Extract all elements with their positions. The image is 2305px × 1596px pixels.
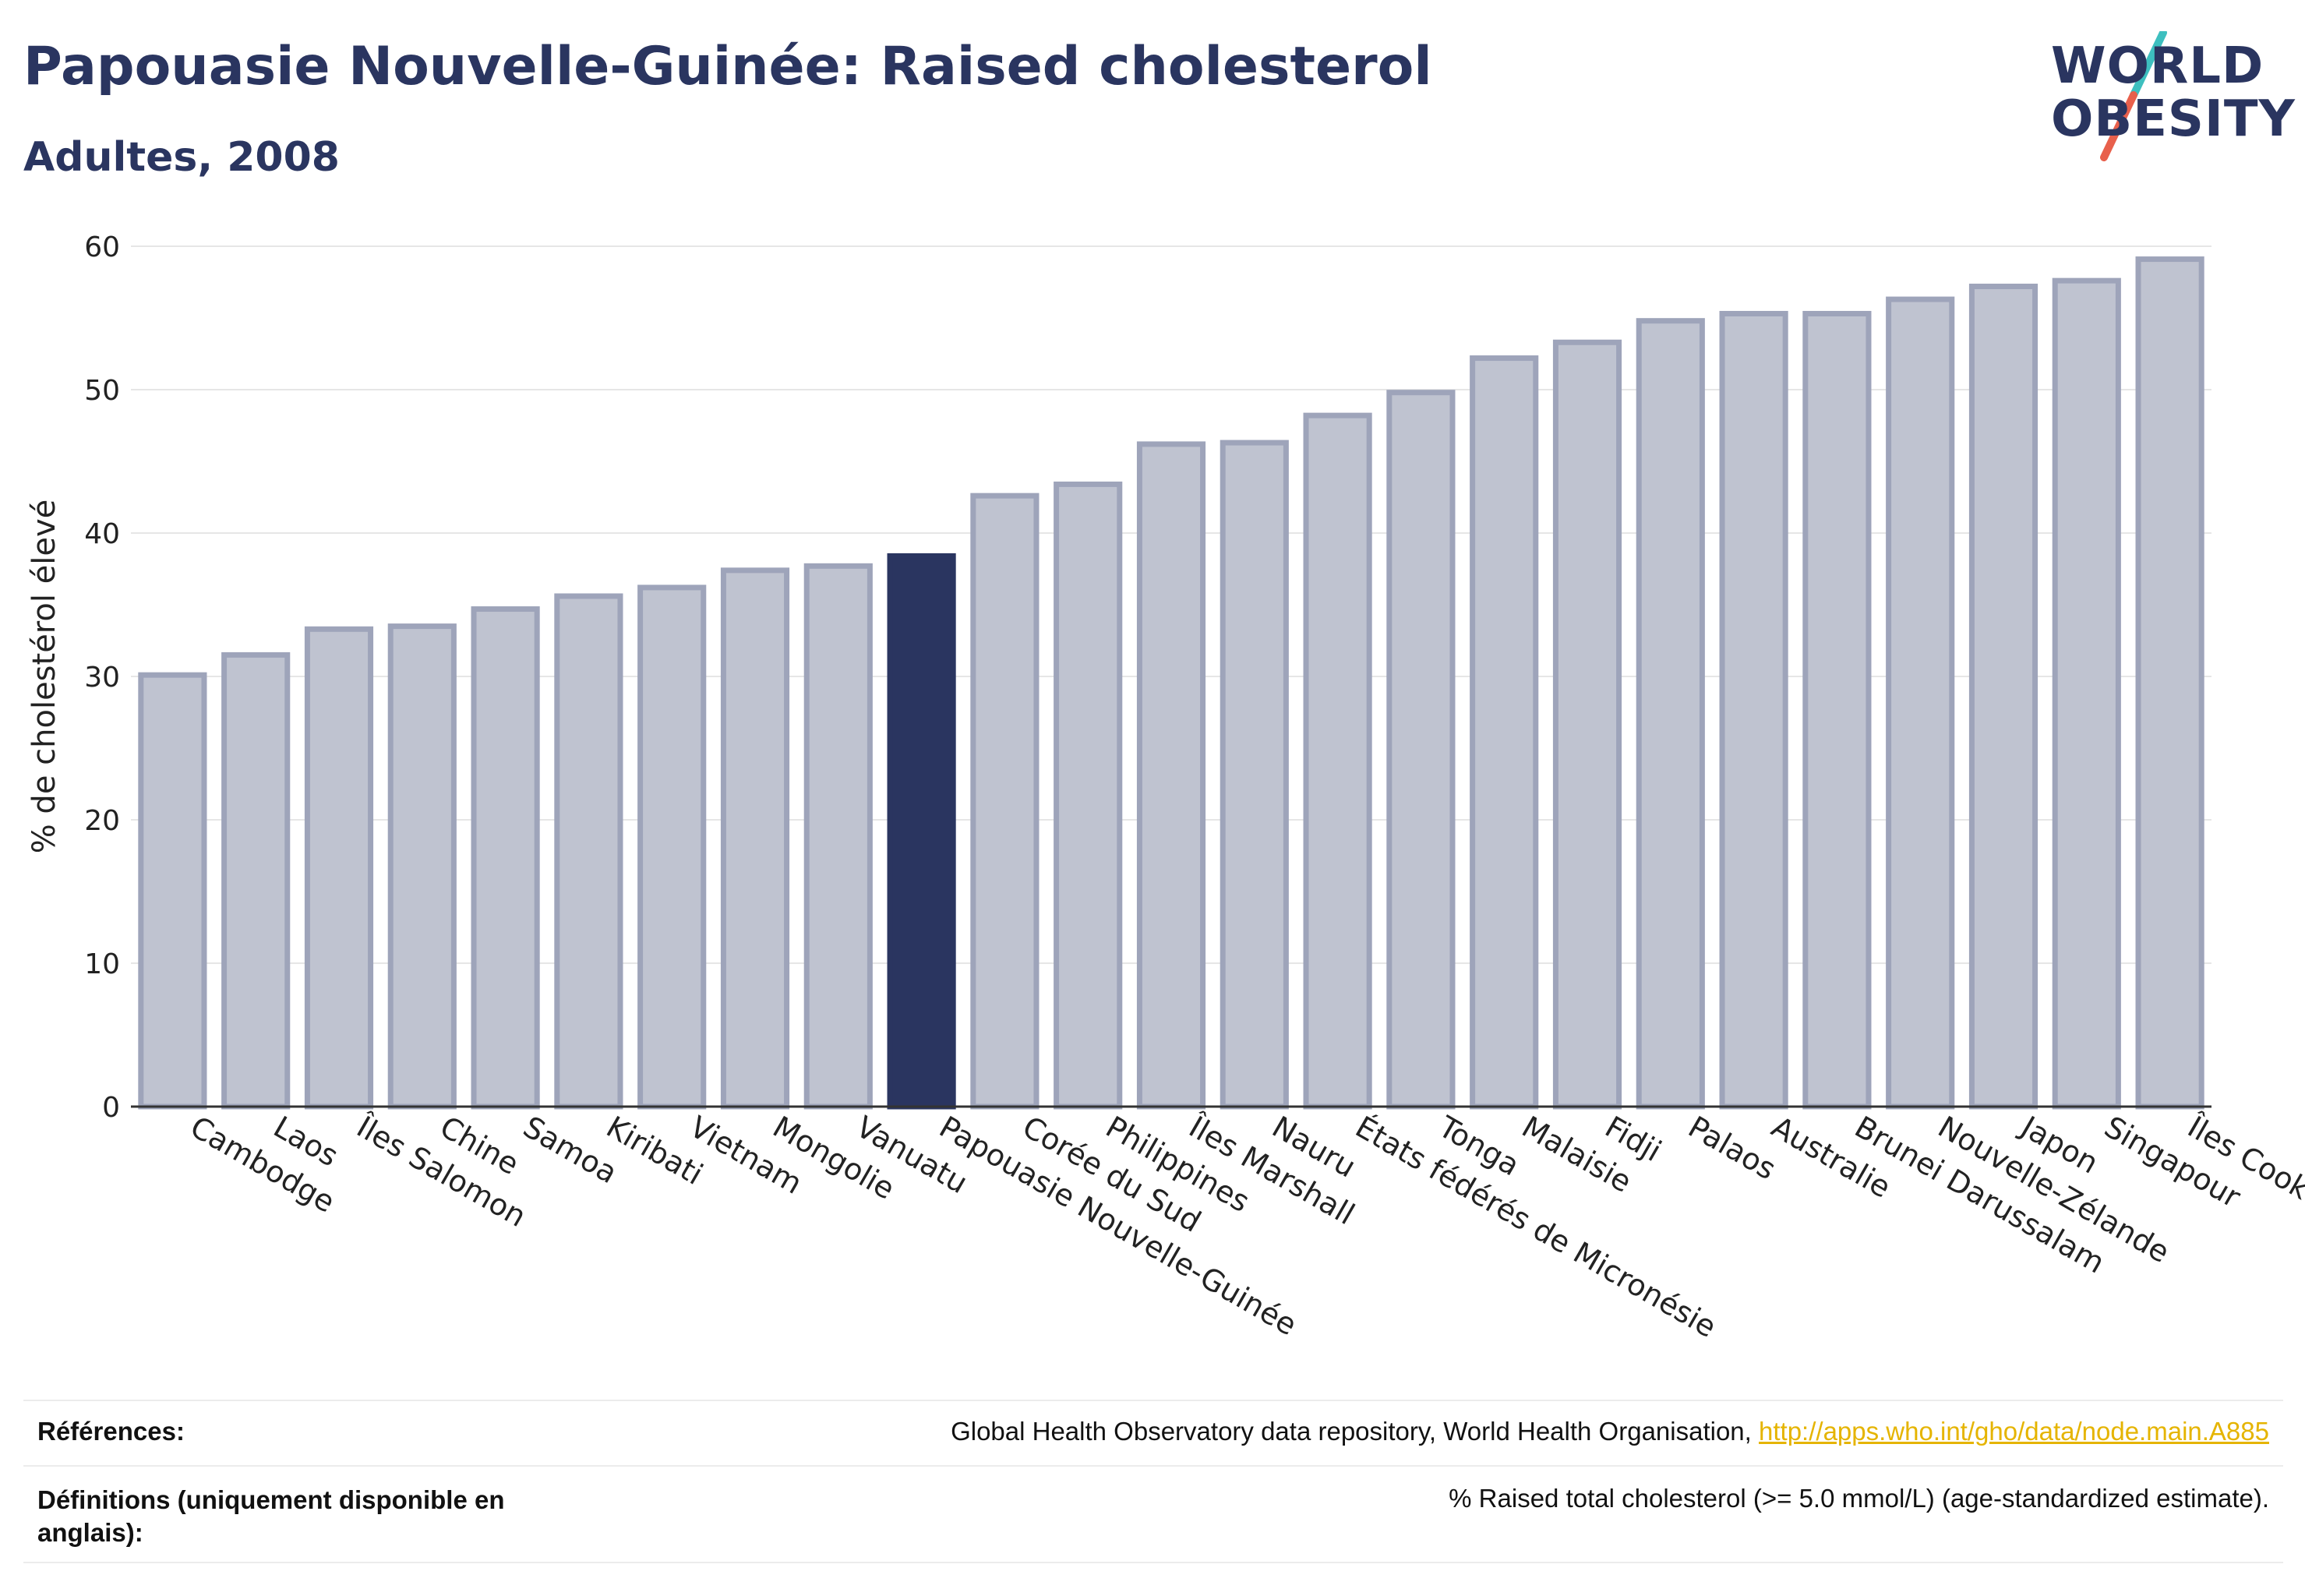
bar [1220, 440, 1289, 1110]
y-tick-label: 60 [84, 231, 120, 263]
logo-slash-icon [2100, 31, 2167, 161]
bar [304, 626, 374, 1110]
references-link[interactable]: http://apps.who.int/gho/data/node.main.A… [1759, 1417, 2269, 1446]
page-title: Papouasie Nouvelle-Guinée: Raised choles… [23, 36, 1432, 97]
y-tick-label: 10 [84, 948, 120, 980]
footer-divider [23, 1562, 2283, 1563]
bar [803, 563, 873, 1110]
bar [471, 606, 540, 1110]
y-tick-label: 20 [84, 805, 120, 837]
bar [554, 593, 623, 1110]
references-text: Global Health Observatory data repositor… [951, 1417, 1760, 1446]
definitions-row: Définitions (uniquement disponible en an… [23, 1484, 2283, 1562]
bar [1968, 284, 2038, 1110]
references-value: Global Health Observatory data repositor… [951, 1417, 2269, 1446]
x-tick-label: Palaos [1682, 1110, 1781, 1187]
bar [1054, 481, 1123, 1110]
bar [970, 493, 1040, 1110]
y-tick-label: 50 [84, 375, 120, 407]
logo-word-world: WORLD [2051, 37, 2264, 95]
bar [637, 584, 707, 1110]
definitions-value: % Raised total cholesterol (>= 5.0 mmol/… [1449, 1484, 2269, 1513]
footer-divider [23, 1400, 2283, 1401]
bar [1802, 310, 1872, 1110]
bar [1470, 355, 1539, 1110]
bar [887, 553, 956, 1110]
y-tick-label: 30 [84, 662, 120, 694]
x-tick-label: Kiribati [601, 1110, 709, 1192]
world-obesity-logo: WORLD OBESITY [2042, 31, 2295, 164]
x-tick-label: Samoa [517, 1110, 623, 1191]
references-row: Références: Global Health Observatory da… [23, 1417, 2283, 1464]
bar [387, 623, 457, 1110]
bar [1386, 390, 1456, 1110]
footer-divider [23, 1465, 2283, 1467]
references-label: Références: [37, 1417, 185, 1446]
bar [1303, 412, 1372, 1110]
bar [2052, 277, 2121, 1110]
bar [1636, 318, 1705, 1110]
logo-word-obesity: OBESITY [2051, 90, 2296, 148]
y-tick-label: 40 [84, 518, 120, 550]
y-tick-label: 0 [102, 1092, 120, 1124]
bar [2135, 256, 2204, 1110]
y-axis-label: % de cholestérol élevé [26, 500, 62, 854]
definitions-label: Définitions (uniquement disponible en an… [37, 1485, 505, 1547]
bar [1552, 339, 1622, 1110]
bar [720, 567, 790, 1110]
bar [1136, 441, 1206, 1110]
bar [1719, 310, 1788, 1110]
bar [221, 651, 291, 1110]
bar [1886, 296, 1955, 1110]
page-subtitle: Adultes, 2008 [23, 134, 340, 181]
bar [138, 672, 207, 1110]
